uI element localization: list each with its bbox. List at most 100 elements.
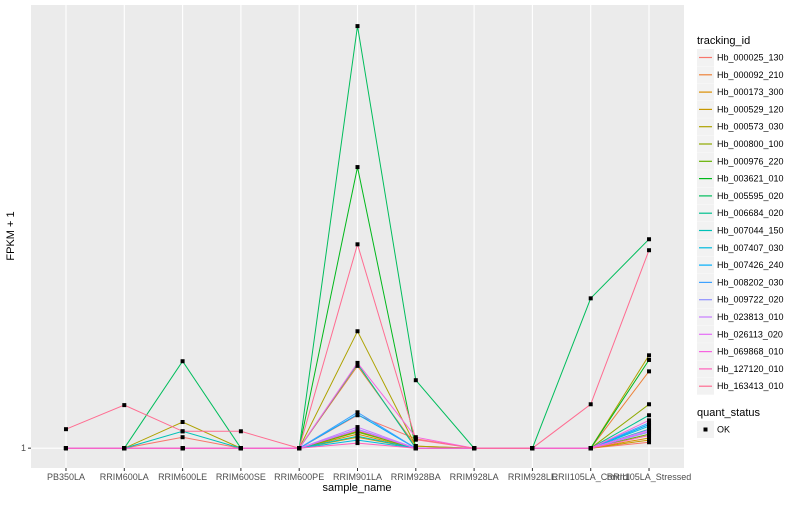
data-point [588,402,593,407]
data-point [63,427,68,432]
data-point [180,446,185,451]
legend-label: Hb_007407_030 [717,243,784,253]
legend-label: Hb_000800_100 [717,139,784,149]
x-tick-label: PB350LA [47,472,85,482]
legend-item: Hb_005595_020 [697,187,784,205]
legend-label: Hb_127120_010 [717,364,784,374]
data-point [647,413,652,418]
data-point [647,433,652,438]
x-tick-label: RRIM901LA [333,472,382,482]
data-point [413,435,418,440]
legend-item: Hb_127120_010 [697,360,784,378]
legend-item: Hb_163413_010 [697,377,784,395]
data-point [588,446,593,451]
data-point [355,242,360,247]
data-point [180,359,185,364]
legend-label: Hb_008202_030 [717,277,784,287]
data-point [355,410,360,415]
data-point [647,438,652,443]
data-point [530,446,535,451]
legend-label: Hb_000976_220 [717,156,784,166]
legend-item: Hb_000092_210 [697,66,784,84]
legend-item: Hb_069868_010 [697,343,784,361]
data-point [355,428,360,433]
data-point [647,369,652,374]
legend-label: Hb_000025_130 [717,53,784,63]
legend-item: Hb_008202_030 [697,273,784,291]
x-tick-label: RRIM928LA [450,472,499,482]
x-tick-label: RRII105LA_Control [552,472,630,482]
legend-label: Hb_005595_020 [717,191,784,201]
data-point [297,446,302,451]
data-point [122,446,127,451]
data-point [588,296,593,301]
data-points [63,24,652,451]
data-point [647,353,652,358]
x-tick-label: RRIM928BA [391,472,441,482]
legend-label: Hb_006684_020 [717,208,784,218]
data-point [355,412,360,417]
legend-label: Hb_007426_240 [717,260,784,270]
data-point [238,429,243,434]
data-point [355,24,360,29]
x-tick-label: RRIM928LE [508,472,557,482]
data-point [647,248,652,253]
legend-item: Hb_007426_240 [697,256,784,274]
data-point [647,428,652,433]
data-point [238,446,243,451]
data-point [413,446,418,451]
x-tick-label: RRIM600SE [216,472,266,482]
data-point [647,436,652,441]
legend-item: Hb_000800_100 [697,135,784,153]
legend-item: Hb_000573_030 [697,118,784,136]
shape-legend-title: quant_status [697,407,760,419]
data-point [355,432,360,437]
legend-item: Hb_000529_120 [697,100,784,118]
legend-item: Hb_006684_020 [697,204,784,222]
legend-label: Hb_000529_120 [717,104,784,114]
square-point-icon [703,427,708,432]
legend-label: Hb_163413_010 [717,381,784,391]
data-point [472,446,477,451]
x-tick-label: RRIM600LE [158,472,207,482]
legend-item: Hb_023813_010 [697,308,784,326]
legend-label: OK [717,425,730,435]
data-point [413,378,418,383]
legend-label: Hb_000573_030 [717,122,784,132]
shape-legend-item: OK [697,421,730,438]
y-tick-label: 1 [21,443,26,453]
legend-label: Hb_026113_020 [717,329,783,339]
legend-label: Hb_000092_210 [717,70,784,80]
x-axis-title: sample_name [322,482,391,494]
data-point [647,357,652,362]
data-point [355,438,360,443]
legend-label: Hb_023813_010 [717,312,784,322]
data-point [355,441,360,446]
x-tick-label: RRII105LA_Stressed [607,472,692,482]
gridlines [31,5,684,468]
y-axis-title: FPKM + 1 [5,211,17,260]
legend-label: Hb_003621_010 [717,174,784,184]
data-point [647,440,652,445]
data-point [647,418,652,423]
data-point [355,165,360,170]
legend-item: Hb_000025_130 [697,49,784,66]
data-point [355,430,360,435]
data-point [355,425,360,430]
legend-item: Hb_003621_010 [697,170,784,188]
legend: tracking_id Hb_000025_130 Hb_000092_210 Hb… [697,35,784,438]
legend-label: Hb_069868_010 [717,347,784,357]
legend-label: Hb_000173_300 [717,87,784,97]
data-point [122,403,127,408]
legend-item: Hb_009722_020 [697,291,784,309]
axes: PB350LA RRIM600LA RRIM600LE RRIM600SE RRIM60… [21,443,691,482]
legend-label: Hb_009722_020 [717,295,784,305]
data-point [647,402,652,407]
data-point [355,363,360,368]
x-tick-label: RRIM600PE [274,472,324,482]
data-point [413,437,418,442]
legend-label: Hb_007044_150 [717,226,784,236]
x-tick-label: RRIM600LA [100,472,149,482]
data-point [413,444,418,449]
